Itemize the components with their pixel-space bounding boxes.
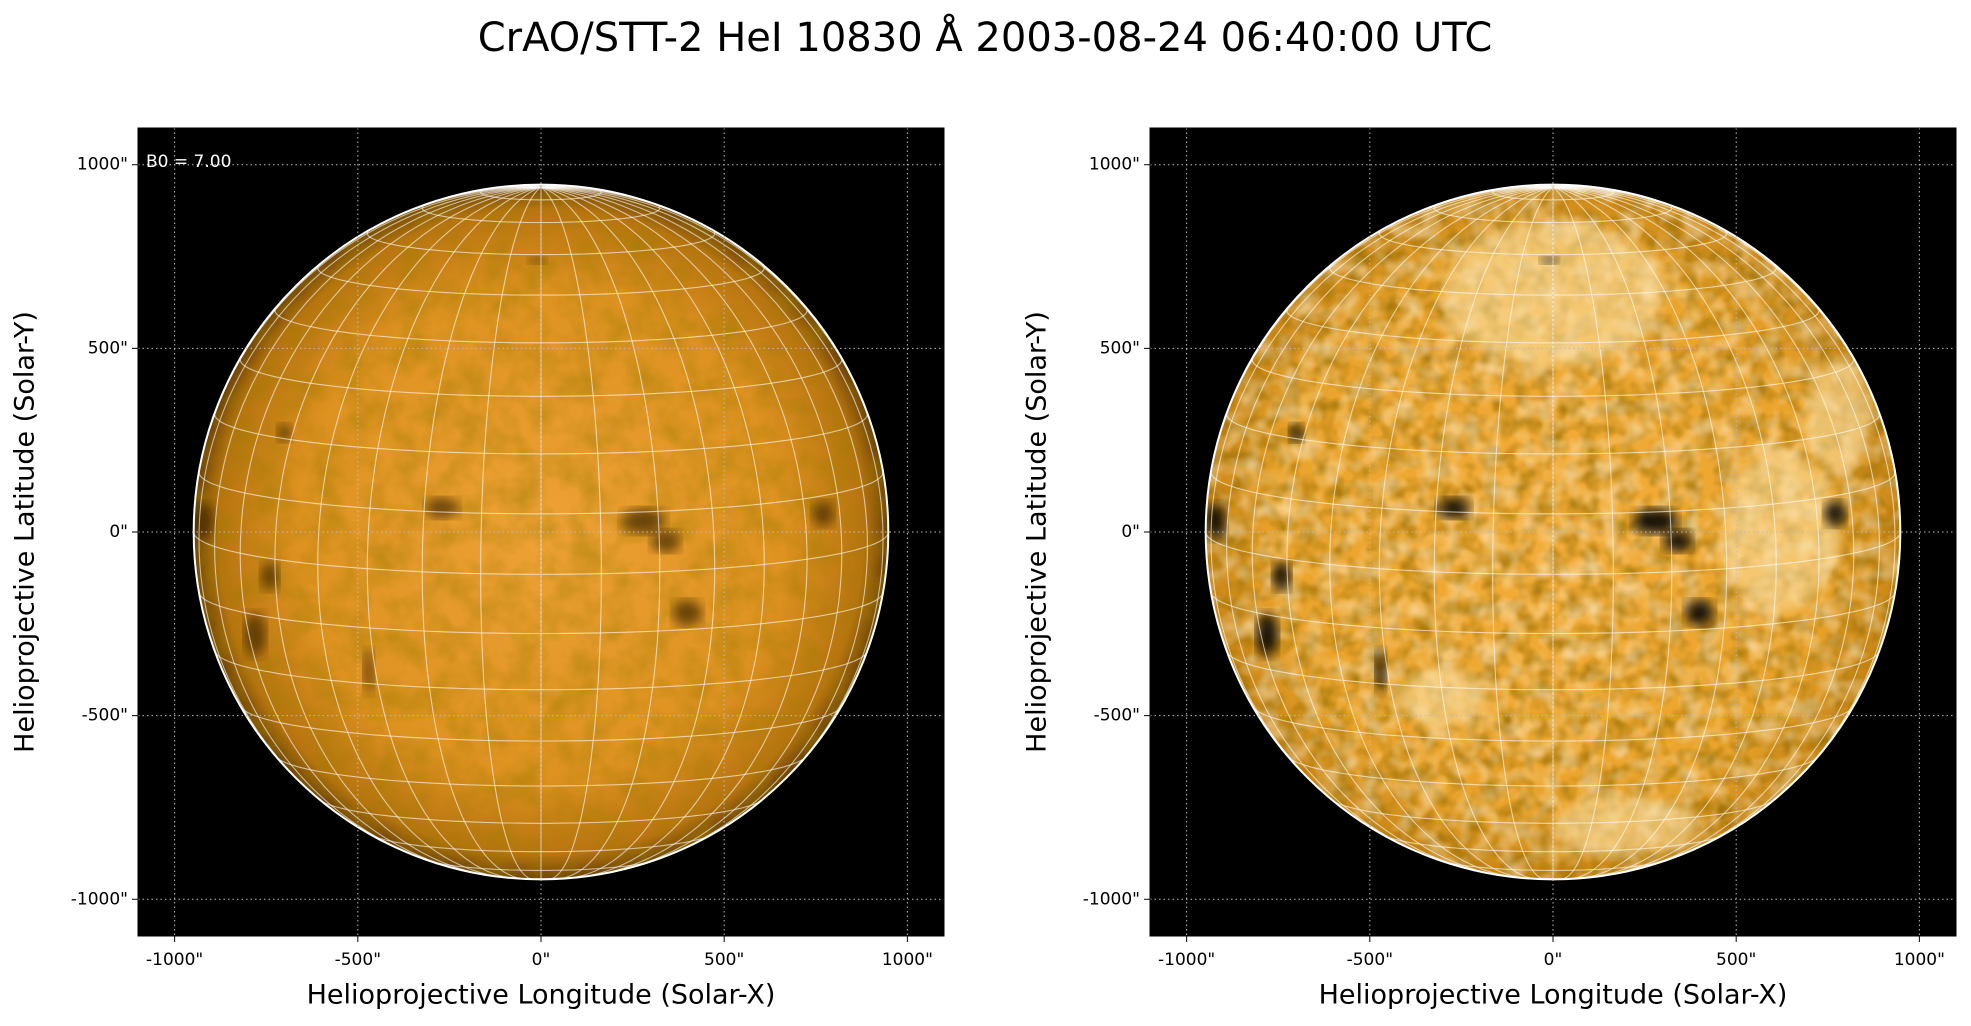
meridian [540, 186, 661, 880]
parallel [214, 412, 868, 455]
x-tick-label: -500" [335, 950, 381, 970]
filament [1289, 423, 1304, 443]
filament [1662, 530, 1693, 553]
filament [1437, 497, 1471, 519]
y-axis-label: Helioprojective Latitude (Solar-Y) [1022, 311, 1053, 753]
parallel [320, 800, 762, 824]
parallel [429, 860, 653, 871]
filament [621, 508, 666, 534]
filament [1272, 561, 1292, 591]
meridian [540, 186, 765, 878]
parallel [1226, 652, 1880, 691]
meridian [540, 186, 716, 879]
meridian [1552, 186, 1777, 878]
filament [1205, 502, 1227, 540]
filament [244, 612, 267, 657]
y-tick-label: 1000" [77, 155, 128, 175]
limb [192, 183, 890, 881]
parallel [1492, 186, 1614, 201]
y-tick-label: -500" [82, 706, 128, 726]
meridian [1552, 186, 1673, 880]
x-axis-label: Helioprojective Longitude (Solar-X) [307, 980, 776, 1011]
y-tick-label: 500" [88, 338, 128, 358]
filament [425, 497, 459, 519]
meridian [366, 186, 542, 879]
x-tick-label: 0" [1544, 950, 1563, 970]
bright-region [1805, 359, 1872, 470]
parallel [1226, 412, 1880, 455]
parallel [372, 835, 710, 853]
parallel [1441, 860, 1665, 871]
x-tick-label: -1000" [146, 950, 203, 970]
filament [1824, 500, 1847, 527]
meridian [480, 186, 542, 880]
meridian [1433, 186, 1554, 880]
limb [1204, 183, 1902, 881]
parallel [1286, 307, 1820, 344]
x-tick-label: 0" [532, 950, 551, 970]
meridian [421, 186, 542, 880]
solar-disk [193, 184, 889, 880]
x-tick-label: -500" [1347, 950, 1393, 970]
annotation: B0 = 7.00 [146, 152, 231, 172]
meridian [317, 186, 542, 878]
x-tick-label: 1000" [882, 950, 933, 970]
parallel [274, 307, 808, 344]
y-axis-label: Helioprojective Latitude (Solar-Y) [10, 311, 41, 753]
filament [260, 561, 280, 591]
filament [1633, 508, 1678, 534]
y-tick-label: -1000" [1083, 889, 1140, 909]
x-tick-label: 500" [1716, 950, 1756, 970]
filament [672, 599, 703, 626]
meridian [540, 186, 843, 873]
y-tick-label: 1000" [1089, 155, 1140, 175]
parallel [1384, 835, 1722, 853]
meridian [1552, 186, 1855, 873]
filament [277, 423, 292, 443]
meridian [540, 186, 602, 880]
x-tick-label: 500" [704, 950, 744, 970]
parallel [480, 186, 602, 201]
meridian [1251, 186, 1554, 873]
meridian [1492, 186, 1554, 880]
y-tick-label: 0" [1121, 522, 1140, 542]
figure-title: CrAO/STT-2 HeI 10830 Å 2003-08-24 06:40:… [478, 13, 1493, 61]
meridian [1378, 186, 1554, 879]
y-tick-label: 0" [109, 522, 128, 542]
parallel [198, 472, 884, 515]
parallel [1210, 472, 1896, 515]
solar-disk [1205, 184, 1901, 880]
filament [1684, 599, 1715, 626]
parallel [239, 356, 843, 397]
bright-region [1553, 796, 1700, 856]
filament [193, 502, 215, 540]
filament [1540, 256, 1559, 264]
y-tick-label: -1000" [71, 889, 128, 909]
parallel [1332, 800, 1774, 824]
filament [363, 649, 375, 694]
filament [528, 256, 547, 264]
filament [650, 530, 681, 553]
x-tick-label: 1000" [1894, 950, 1945, 970]
y-tick-label: -500" [1094, 706, 1140, 726]
parallel [214, 652, 868, 691]
meridian [1552, 186, 1614, 880]
y-tick-label: 500" [1100, 338, 1140, 358]
filament [1256, 612, 1279, 657]
x-tick-label: -1000" [1158, 950, 1215, 970]
plot-frame [137, 127, 945, 937]
filament [812, 500, 835, 527]
plot-frame [1149, 127, 1957, 937]
meridian [1329, 186, 1554, 878]
meridian [1552, 186, 1728, 879]
x-axis-label: Helioprojective Longitude (Solar-X) [1319, 980, 1788, 1011]
parallel [1251, 356, 1855, 397]
meridian [239, 186, 542, 873]
filament [1375, 649, 1387, 694]
